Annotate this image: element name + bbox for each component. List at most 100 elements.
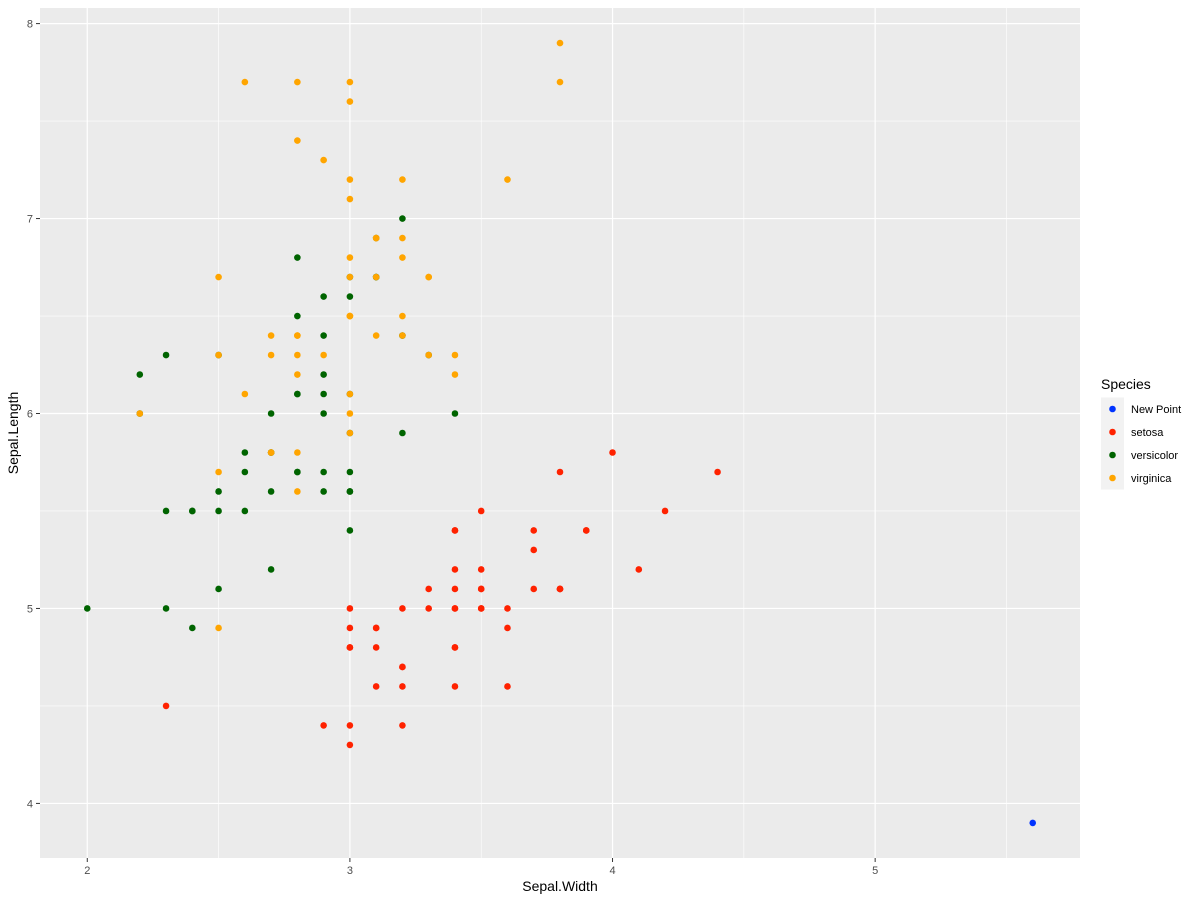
point-setosa [504, 625, 511, 632]
point-versicolor [242, 449, 249, 456]
point-virginica [347, 313, 354, 320]
point-versicolor [347, 527, 354, 534]
point-setosa [452, 644, 459, 651]
point-versicolor [347, 469, 354, 476]
point-versicolor [242, 508, 249, 515]
point-setosa [347, 742, 354, 749]
point-versicolor [294, 313, 301, 320]
point-virginica [557, 79, 564, 86]
point-virginica [347, 254, 354, 261]
point-versicolor [347, 488, 354, 495]
legend-key-new-point [1109, 406, 1116, 413]
point-versicolor [320, 293, 327, 300]
point-virginica [557, 40, 564, 47]
point-versicolor [242, 469, 249, 476]
point-versicolor [215, 586, 222, 593]
point-setosa [504, 605, 511, 612]
point-setosa [373, 644, 380, 651]
point-virginica [320, 157, 327, 164]
point-virginica [399, 235, 406, 242]
point-virginica [294, 137, 301, 144]
point-virginica [347, 410, 354, 417]
point-setosa [163, 703, 170, 710]
point-setosa [399, 664, 406, 671]
point-versicolor [320, 391, 327, 398]
point-virginica [399, 332, 406, 339]
legend-label-versicolor: versicolor [1131, 450, 1178, 462]
x-tick-label: 3 [347, 865, 353, 877]
point-setosa [530, 547, 537, 554]
point-virginica [215, 625, 222, 632]
point-virginica [347, 391, 354, 398]
point-virginica [294, 449, 301, 456]
point-versicolor [320, 488, 327, 495]
point-setosa [347, 625, 354, 632]
point-setosa [609, 449, 616, 456]
y-tick-label: 6 [27, 409, 33, 421]
point-setosa [635, 566, 642, 573]
point-versicolor [399, 430, 406, 437]
point-setosa [557, 469, 564, 476]
point-virginica [504, 176, 511, 183]
point-virginica [399, 254, 406, 261]
point-setosa [504, 683, 511, 690]
point-setosa [347, 644, 354, 651]
point-setosa [425, 586, 432, 593]
point-virginica [215, 352, 222, 359]
point-virginica [268, 332, 275, 339]
point-versicolor [347, 293, 354, 300]
point-virginica [347, 176, 354, 183]
point-virginica [242, 79, 249, 86]
point-setosa [399, 683, 406, 690]
point-versicolor [320, 469, 327, 476]
y-axis-ticks: 4 5 6 7 8 [27, 19, 40, 811]
point-setosa [452, 527, 459, 534]
legend: Species New Point setosa versicolor virgini… [1101, 376, 1181, 490]
point-setosa [347, 722, 354, 729]
point-virginica [215, 274, 222, 281]
point-versicolor [452, 410, 459, 417]
point-virginica [215, 469, 222, 476]
point-virginica [347, 79, 354, 86]
point-setosa [662, 508, 669, 515]
legend-label-virginica: virginica [1131, 473, 1172, 485]
point-setosa [373, 683, 380, 690]
x-tick-label: 4 [609, 865, 615, 877]
point-virginica [399, 176, 406, 183]
point-virginica [347, 274, 354, 281]
point-versicolor [189, 625, 196, 632]
point-virginica [136, 410, 143, 417]
y-tick-label: 7 [27, 214, 33, 226]
plot-panel [40, 8, 1080, 858]
point-virginica [425, 274, 432, 281]
legend-label-new-point: New Point [1131, 404, 1181, 416]
point-versicolor [294, 469, 301, 476]
point-virginica [268, 449, 275, 456]
point-versicolor [268, 566, 275, 573]
point-virginica [294, 352, 301, 359]
point-setosa [714, 469, 721, 476]
point-setosa [399, 722, 406, 729]
x-axis-ticks: 2 3 4 5 [84, 858, 878, 877]
point-virginica [347, 196, 354, 203]
point-setosa [399, 605, 406, 612]
point-setosa [425, 605, 432, 612]
point-setosa [478, 605, 485, 612]
point-virginica [294, 79, 301, 86]
point-setosa [478, 566, 485, 573]
point-setosa [478, 508, 485, 515]
point-versicolor [268, 488, 275, 495]
point-setosa [452, 683, 459, 690]
point-versicolor [163, 508, 170, 515]
point-new-point [1029, 820, 1036, 827]
point-virginica [294, 332, 301, 339]
point-virginica [320, 352, 327, 359]
point-setosa [557, 586, 564, 593]
point-setosa [452, 566, 459, 573]
point-versicolor [294, 254, 301, 261]
legend-label-setosa: setosa [1131, 427, 1164, 439]
x-tick-label: 2 [84, 865, 90, 877]
point-versicolor [136, 371, 143, 378]
point-setosa [530, 586, 537, 593]
point-virginica [268, 352, 275, 359]
